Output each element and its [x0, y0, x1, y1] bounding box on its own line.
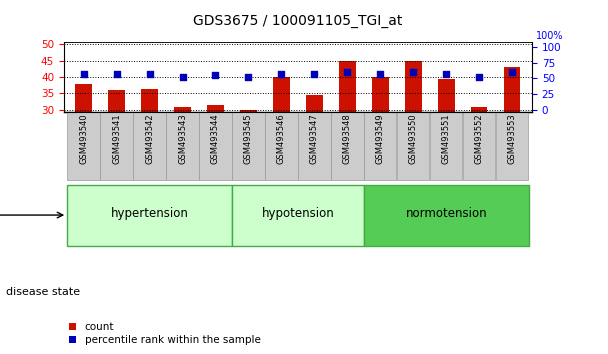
Point: [210, 73, 220, 78]
Text: GSM493546: GSM493546: [277, 114, 286, 164]
Point: [112, 71, 122, 76]
Point: [474, 74, 484, 80]
Bar: [438, 79, 455, 112]
FancyBboxPatch shape: [364, 112, 396, 180]
Point: [507, 69, 517, 75]
Point: [277, 71, 286, 76]
Bar: [471, 107, 488, 112]
Text: GSM493540: GSM493540: [79, 114, 88, 164]
Bar: [273, 77, 289, 112]
FancyBboxPatch shape: [331, 112, 364, 180]
Text: GSM493548: GSM493548: [343, 114, 352, 164]
Bar: [207, 105, 224, 112]
FancyBboxPatch shape: [496, 112, 528, 180]
Text: normotension: normotension: [406, 207, 487, 220]
Bar: [108, 90, 125, 112]
FancyBboxPatch shape: [430, 112, 463, 180]
Point: [178, 74, 187, 80]
Bar: [240, 110, 257, 112]
Text: GDS3675 / 100091105_TGI_at: GDS3675 / 100091105_TGI_at: [193, 14, 402, 28]
Point: [441, 71, 451, 76]
Legend: count, percentile rank within the sample: count, percentile rank within the sample: [69, 322, 261, 345]
Bar: [75, 84, 92, 112]
Text: GSM493541: GSM493541: [112, 114, 121, 164]
FancyBboxPatch shape: [133, 112, 166, 180]
Bar: [504, 67, 520, 112]
Bar: [306, 95, 323, 112]
FancyBboxPatch shape: [67, 112, 100, 180]
Text: GSM493550: GSM493550: [409, 114, 418, 164]
FancyBboxPatch shape: [67, 185, 232, 246]
FancyBboxPatch shape: [199, 112, 232, 180]
Text: GSM493547: GSM493547: [310, 114, 319, 164]
Text: hypertension: hypertension: [111, 207, 188, 220]
FancyBboxPatch shape: [299, 112, 331, 180]
Point: [376, 71, 385, 76]
Bar: [405, 61, 421, 112]
Bar: [339, 61, 356, 112]
Text: 100%: 100%: [536, 31, 564, 41]
Text: GSM493545: GSM493545: [244, 114, 253, 164]
Point: [342, 69, 352, 75]
Point: [145, 71, 154, 76]
Text: GSM493553: GSM493553: [508, 114, 517, 164]
FancyBboxPatch shape: [232, 112, 264, 180]
Point: [79, 71, 89, 76]
Point: [409, 69, 418, 75]
Text: GSM493544: GSM493544: [211, 114, 220, 164]
Text: GSM493542: GSM493542: [145, 114, 154, 164]
FancyBboxPatch shape: [232, 185, 364, 246]
FancyBboxPatch shape: [397, 112, 429, 180]
Text: GSM493552: GSM493552: [475, 114, 484, 164]
Text: disease state: disease state: [6, 287, 80, 297]
FancyBboxPatch shape: [463, 112, 496, 180]
FancyBboxPatch shape: [100, 112, 133, 180]
Text: hypotension: hypotension: [261, 207, 334, 220]
Bar: [174, 107, 191, 112]
Text: GSM493549: GSM493549: [376, 114, 385, 164]
Point: [244, 74, 254, 80]
Bar: [372, 77, 389, 112]
FancyBboxPatch shape: [167, 112, 199, 180]
FancyBboxPatch shape: [265, 112, 297, 180]
Bar: [141, 88, 158, 112]
FancyBboxPatch shape: [364, 185, 529, 246]
Point: [309, 71, 319, 76]
Text: GSM493543: GSM493543: [178, 114, 187, 164]
Text: GSM493551: GSM493551: [442, 114, 451, 164]
